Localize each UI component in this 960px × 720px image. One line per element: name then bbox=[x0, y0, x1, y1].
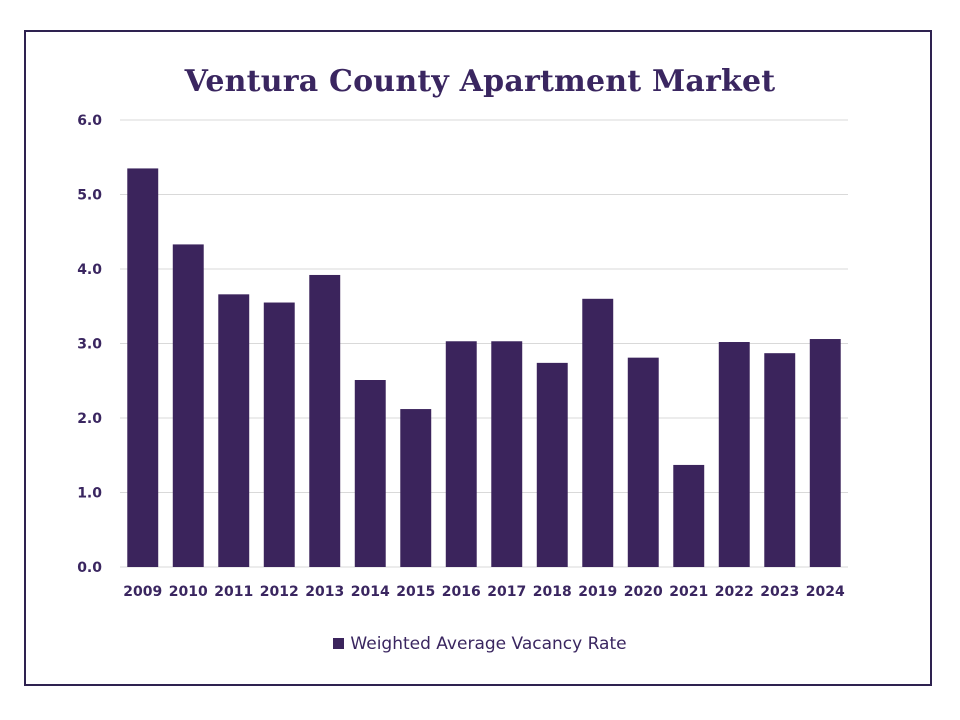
legend-swatch bbox=[333, 638, 345, 649]
y-axis-ticks: 0.0 1.0 2.0 3.0 4.0 5.0 6.0 bbox=[77, 113, 102, 576]
bar-2013 bbox=[309, 274, 341, 567]
bar-2016 bbox=[445, 341, 477, 567]
y-tick-label: 3.0 bbox=[77, 337, 102, 353]
x-tick-label: 2018 bbox=[533, 584, 572, 600]
bar-2022 bbox=[718, 342, 750, 567]
bar-2009 bbox=[127, 168, 159, 568]
x-tick-label: 2014 bbox=[351, 584, 390, 600]
legend-label: Weighted Average Vacancy Rate bbox=[350, 634, 627, 654]
bar-2019 bbox=[582, 298, 614, 567]
x-tick-label: 2020 bbox=[624, 584, 663, 600]
y-tick-label: 5.0 bbox=[77, 188, 102, 204]
x-axis-ticks: 2009 2010 2011 2012 2013 2014 2015 2016 2017 2018… bbox=[123, 584, 845, 600]
chart-title: Ventura County Apartment Market bbox=[184, 64, 776, 99]
bar-2023 bbox=[764, 353, 796, 567]
bar-2017 bbox=[491, 341, 523, 567]
bar-2010 bbox=[172, 244, 204, 568]
bar-2018 bbox=[536, 362, 568, 567]
bar-2014 bbox=[354, 380, 386, 567]
x-tick-label: 2011 bbox=[214, 584, 253, 600]
x-tick-label: 2015 bbox=[396, 584, 435, 600]
bar-2012 bbox=[263, 302, 295, 567]
y-tick-label: 0.0 bbox=[77, 560, 102, 576]
x-tick-label: 2023 bbox=[760, 584, 799, 600]
y-tick-label: 2.0 bbox=[77, 411, 102, 427]
bars bbox=[127, 168, 841, 568]
x-tick-label: 2022 bbox=[715, 584, 754, 600]
x-tick-label: 2021 bbox=[669, 584, 708, 600]
bar-2021 bbox=[673, 464, 705, 567]
bar-2024 bbox=[809, 339, 841, 567]
y-tick-label: 6.0 bbox=[77, 113, 102, 129]
bar-2015 bbox=[400, 409, 432, 567]
bar-2020 bbox=[627, 357, 659, 567]
x-tick-label: 2016 bbox=[442, 584, 481, 600]
x-tick-label: 2017 bbox=[487, 584, 526, 600]
x-tick-label: 2012 bbox=[260, 584, 299, 600]
x-tick-label: 2013 bbox=[305, 584, 344, 600]
x-tick-label: 2019 bbox=[578, 584, 617, 600]
y-tick-label: 4.0 bbox=[77, 262, 102, 278]
bar-2011 bbox=[218, 294, 250, 567]
x-tick-label: 2024 bbox=[806, 584, 845, 600]
y-tick-label: 1.0 bbox=[77, 486, 102, 502]
x-tick-label: 2009 bbox=[123, 584, 162, 600]
legend: Weighted Average Vacancy Rate bbox=[0, 634, 960, 654]
x-tick-label: 2010 bbox=[169, 584, 208, 600]
